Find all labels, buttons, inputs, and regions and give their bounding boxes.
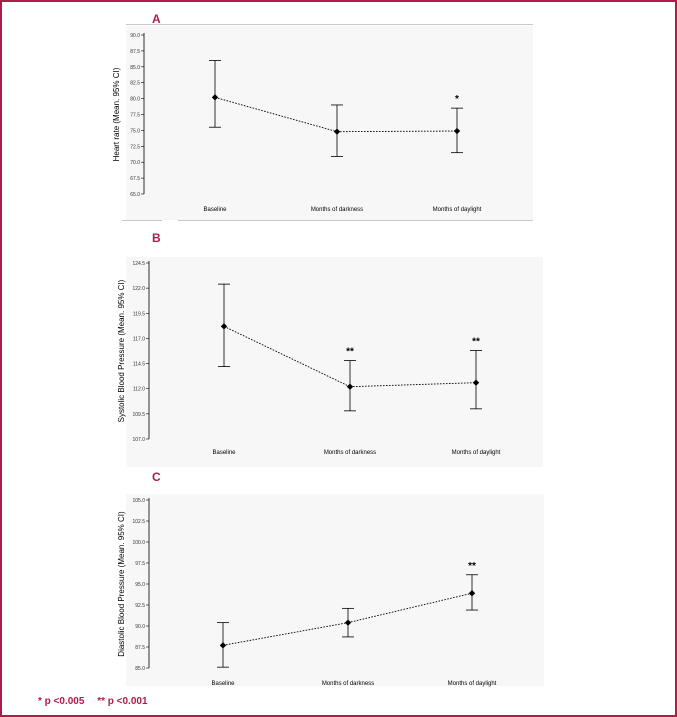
panel-a-plot-area <box>126 26 533 220</box>
panel-c-series-line-segment <box>222 622 349 646</box>
panel-c-y-tick-label: 85.0 <box>135 666 145 672</box>
panel-a-series-line-segment <box>214 96 338 133</box>
panel-c-x-tick-label: Baseline <box>211 681 235 687</box>
panel-b-x-tick-label: Months of daylight <box>452 450 501 456</box>
panel-a-bottom-rule <box>122 220 162 221</box>
panel-c-data-point <box>468 590 476 597</box>
panel-c-y-tick-label: 97.5 <box>135 561 145 567</box>
panel-c-y-axis-title: Diastolic Blood Pressure (Mean. 95% CI) <box>117 511 126 657</box>
panel-a-series-line-segment <box>336 130 458 133</box>
panel-a-y-tick-label: 90.0 <box>130 33 140 39</box>
panel-b-y-tick-label: 107.0 <box>132 437 145 443</box>
panel-b-series-line-segment <box>349 382 477 388</box>
footnote-single-star: * p <0.005 <box>38 696 85 707</box>
panel-a-data-point <box>211 94 219 101</box>
panel-a-y-tick-label: 77.5 <box>130 113 140 119</box>
panel-c-y-tick-label: 105.0 <box>132 498 145 504</box>
panel-a-y-tick-label: 80.0 <box>130 97 140 103</box>
panel-b-plot-area <box>126 257 543 467</box>
panel-a-y-tick-label: 82.5 <box>130 81 140 87</box>
panel-a-x-tick-label: Months of daylight <box>433 207 482 213</box>
panel-a-y-tick-label: 65.0 <box>130 192 140 198</box>
panel-b-data-point <box>346 383 354 390</box>
panel-c-y-tick-label: 90.0 <box>135 624 145 630</box>
panel-b-y-tick-label: 119.5 <box>133 311 145 317</box>
panel-a-y-tick-label: 67.5 <box>130 176 140 182</box>
panel-b-data-point <box>472 379 480 386</box>
footnote-double-star: ** p <0.001 <box>97 696 148 707</box>
panel-c-y-tick-label: 100.0 <box>132 540 145 546</box>
panel-a-x-tick-label: Baseline <box>203 207 227 213</box>
panel-b-x-tick-label: Months of darkness <box>324 450 376 456</box>
panel-c-y-tick-label: 92.5 <box>135 603 145 609</box>
panel-b-y-tick-label: 114.5 <box>133 362 145 368</box>
panel-c-series-line-segment <box>347 592 473 624</box>
panel-c-x-tick-label: Months of daylight <box>448 681 497 687</box>
panel-a-y-tick-label: 75.0 <box>130 128 140 134</box>
panel-a-top-rule <box>126 24 533 25</box>
panel-b-y-axis-title: Systolic Blood Pressure (Mean. 95% CI) <box>117 279 126 422</box>
panel-a-y-tick-label: 85.0 <box>130 65 140 71</box>
panel-b-y-tick-label: 117.0 <box>133 336 145 342</box>
panel-b-series-line-segment <box>223 325 351 388</box>
panel-a-data-point <box>453 127 461 135</box>
panel-b-data-point <box>220 323 228 330</box>
panel-a-label: A <box>152 12 161 26</box>
panel-a-y-axis-title: Heart rate (Mean. 95% CI) <box>112 67 121 161</box>
panel-b-label: B <box>152 231 161 245</box>
panel-c-y-tick-label: 87.5 <box>135 645 145 651</box>
panel-a-bottom-rule-2 <box>178 220 533 221</box>
panel-b-y-tick-label: 122.0 <box>132 286 145 292</box>
panel-c-plot-area <box>126 494 544 686</box>
panel-c-data-point <box>219 642 227 649</box>
panel-a-data-point <box>333 128 341 135</box>
panel-b-significance-mark: ** <box>472 336 480 347</box>
panel-b-x-tick-label: Baseline <box>212 450 236 456</box>
panel-a-y-tick-label: 72.5 <box>130 144 140 150</box>
panel-c-label: C <box>152 470 161 484</box>
panel-c-y-tick-label: 95.0 <box>135 582 145 588</box>
panel-b-significance-mark: ** <box>346 347 354 358</box>
panel-c-x-tick-label: Months of darkness <box>322 681 374 687</box>
panel-a-y-tick-label: 70.0 <box>130 160 140 166</box>
panel-a-y-tick-label: 87.5 <box>130 49 140 55</box>
panel-a-x-tick-label: Months of darkness <box>311 207 363 213</box>
panel-c-significance-mark: ** <box>468 561 476 572</box>
panel-a-significance-mark: * <box>455 94 459 105</box>
panel-b-y-tick-label: 124.5 <box>132 261 145 267</box>
panel-b-y-tick-label: 112.0 <box>133 387 145 393</box>
panel-b-y-tick-label: 109.5 <box>132 412 145 418</box>
significance-footnote: * p <0.005 ** p <0.001 <box>38 696 158 707</box>
panel-c-data-point <box>344 619 352 626</box>
panel-c-y-tick-label: 102.5 <box>132 519 145 525</box>
